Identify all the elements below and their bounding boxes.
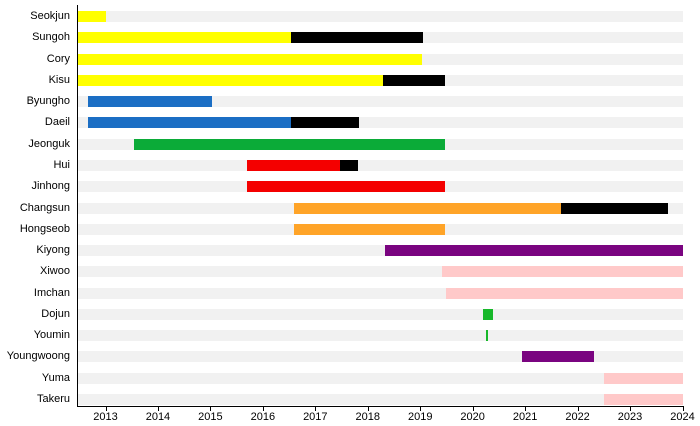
timeline-bar-youmin-green2	[486, 330, 489, 342]
timeline-bar-hui-black	[339, 159, 358, 171]
x-axis-tick-2015	[210, 406, 212, 411]
row-label-jinhong: Jinhong	[31, 180, 70, 193]
row-label-seokjun: Seokjun	[30, 10, 70, 22]
row-label-kiyong: Kiyong	[36, 244, 70, 257]
x-axis-tick-2017	[315, 406, 317, 411]
timeline-bar-xiwoo-pink	[442, 266, 683, 278]
x-axis-tick-2021	[525, 406, 527, 411]
x-axis-label-2013: 2013	[93, 411, 118, 423]
row-label-hongseob: Hongseob	[19, 222, 70, 235]
row-background	[78, 308, 683, 320]
timeline-bar-cory-yellow	[78, 53, 422, 65]
timeline-bar-sungoh-black	[291, 32, 423, 44]
timeline-bar-dojun-green2	[483, 308, 494, 320]
row-label-byungho: Byungho	[26, 95, 70, 108]
row-background	[78, 372, 683, 384]
row-background	[78, 394, 683, 405]
row-background	[78, 245, 683, 257]
x-axis-label-2024: 2024	[670, 411, 695, 423]
x-axis-tick-2022	[577, 406, 579, 411]
timeline-bar-sungoh-yellow	[78, 32, 292, 44]
row-label-youngwoong: Youngwoong	[6, 350, 70, 363]
timeline-bar-kisu-yellow	[78, 74, 383, 86]
timeline-bar-kisu-black	[382, 74, 445, 86]
timeline-bar-jeonguk-green	[133, 138, 445, 150]
row-background	[78, 351, 683, 363]
x-axis-label-2022: 2022	[565, 411, 590, 423]
timeline-bar-daeil-blue	[88, 117, 292, 129]
timeline-bar-jinhong-red	[247, 181, 445, 193]
timeline-bar-changsun-orange	[293, 202, 561, 214]
row-label-yuma: Yuma	[41, 371, 70, 384]
x-axis-tick-2018	[367, 406, 369, 411]
timeline-bar-changsun-black	[560, 202, 668, 214]
x-axis-label-2018: 2018	[355, 411, 380, 423]
timeline-bar-hui-red	[247, 159, 340, 171]
timeline-bar-takeru-pink	[603, 394, 683, 405]
row-background	[78, 330, 683, 342]
x-axis-label-2023: 2023	[617, 411, 643, 423]
row-label-hui: Hui	[53, 158, 70, 171]
timeline-bar-kiyong-purple	[385, 245, 683, 257]
x-axis-label-2021: 2021	[512, 411, 538, 423]
x-axis-label-2017: 2017	[303, 411, 328, 423]
row-background	[78, 159, 683, 171]
x-axis-label-2019: 2019	[407, 411, 433, 423]
row-label-jeonguk: Jeonguk	[28, 137, 70, 150]
x-axis-tick-2020	[472, 406, 474, 411]
row-label-dojun: Dojun	[41, 307, 70, 320]
x-axis-tick-2014	[157, 406, 159, 411]
row-label-youmin: Youmin	[33, 329, 70, 342]
timeline-bar-imchan-pink	[445, 287, 683, 299]
row-label-changsun: Changsun	[19, 201, 70, 214]
x-axis-tick-2013	[105, 406, 107, 411]
timeline-bar-byungho-blue	[88, 96, 212, 108]
timeline-bar-hongseob-orange	[293, 223, 445, 235]
row-label-cory: Cory	[46, 52, 70, 65]
timeline-bar-yuma-pink	[603, 372, 683, 384]
row-background	[78, 266, 683, 278]
x-axis-label-2015: 2015	[198, 411, 223, 423]
x-axis-label-2020: 2020	[460, 411, 485, 423]
row-label-imchan: Imchan	[33, 286, 70, 299]
row-label-daeil: Daeil	[44, 116, 70, 129]
row-background	[78, 117, 683, 129]
row-label-sungoh: Sungoh	[32, 31, 70, 44]
timeline-bar-daeil-black	[291, 117, 359, 129]
x-axis-tick-2016	[262, 406, 264, 411]
row-label-xiwoo: Xiwoo	[40, 265, 70, 278]
row-label-kisu: Kisu	[48, 73, 70, 86]
x-axis-label-2014: 2014	[145, 411, 171, 423]
row-label-takeru: Takeru	[36, 393, 70, 405]
timeline-bar-youngwoong-purple	[521, 351, 594, 363]
x-axis-tick-2023	[630, 406, 632, 411]
x-axis-tick-2024	[682, 406, 684, 411]
x-axis-tick-2019	[420, 406, 422, 411]
timeline-bar-seokjun-yellow	[78, 11, 106, 22]
row-background	[78, 11, 683, 22]
row-background	[78, 287, 683, 299]
plot-area	[77, 5, 683, 407]
row-background	[78, 96, 683, 108]
x-axis-label-2016: 2016	[250, 411, 276, 423]
